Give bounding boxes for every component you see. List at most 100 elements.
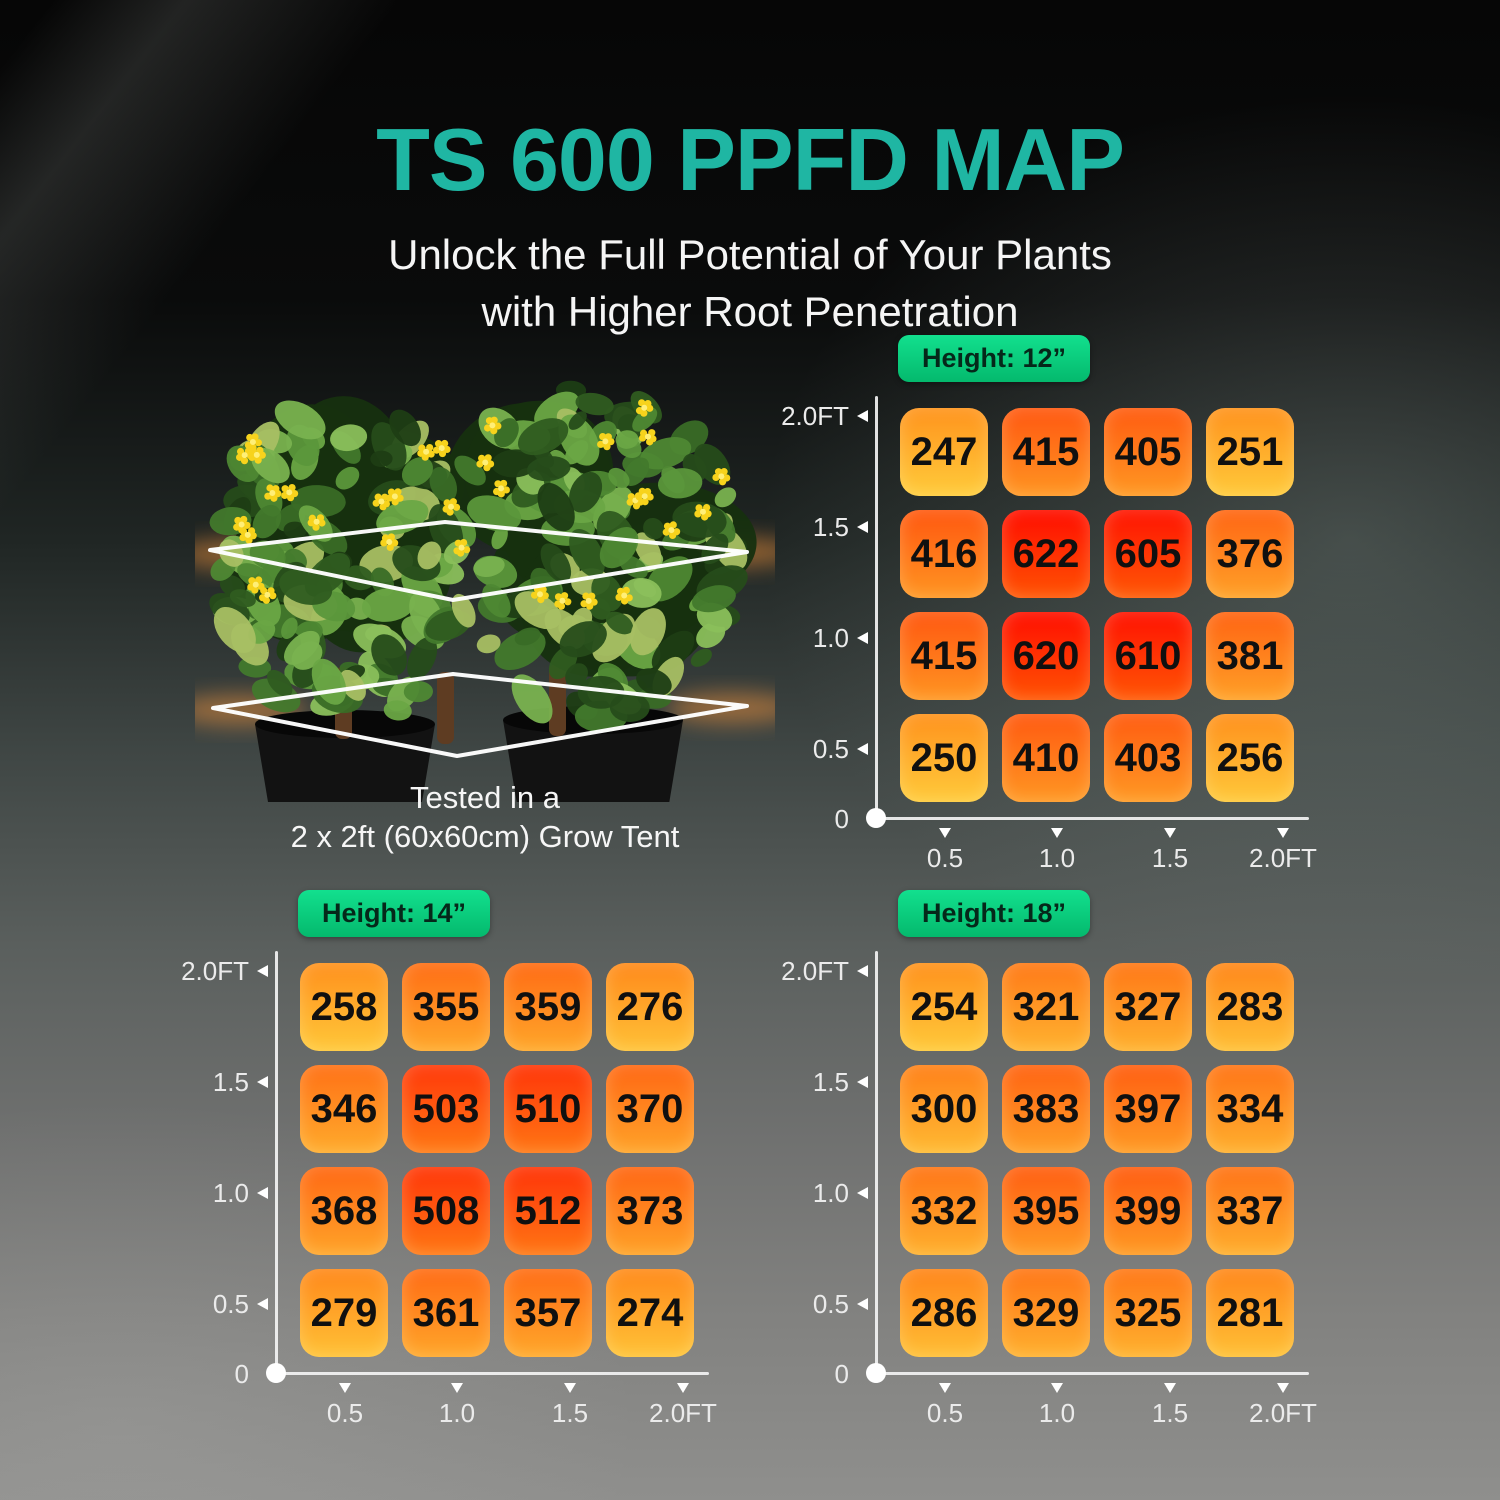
heatmap-cell: 258: [300, 963, 388, 1051]
flower-petal: [233, 523, 241, 531]
flower-center: [668, 527, 675, 534]
flower-petal: [452, 503, 461, 511]
y-tick-label: 2.0FT: [781, 401, 849, 431]
flower-petal: [493, 487, 501, 496]
flower-center: [644, 433, 651, 440]
leaf: [569, 471, 603, 513]
flower-petal: [441, 439, 449, 448]
flower-petal: [449, 498, 457, 506]
flower-petal: [483, 424, 492, 432]
flower-center: [286, 489, 293, 496]
flower-petal: [554, 600, 562, 608]
heatmap-cell: 250: [900, 714, 988, 802]
heatmap-cell: 415: [900, 612, 988, 700]
flower-petal: [643, 488, 652, 496]
leaf: [454, 455, 486, 486]
y-tick-arrow: [257, 1187, 268, 1199]
y-tick-arrow: [857, 1187, 868, 1199]
x-tick-arrow: [1164, 828, 1176, 838]
flower-petal: [632, 502, 641, 510]
flower-center: [536, 591, 543, 598]
leaf: [565, 663, 588, 687]
leaf: [514, 591, 562, 630]
leaf: [371, 634, 407, 676]
flower-petal: [669, 521, 677, 529]
heatmap-cell: 274: [606, 1269, 694, 1357]
flower-petal: [502, 486, 510, 494]
height-badge: Height: 12”: [898, 335, 1091, 382]
heatmap-cell: 512: [504, 1167, 592, 1255]
flower-petal: [564, 598, 572, 606]
flower-petal: [454, 539, 462, 547]
leaf: [237, 563, 273, 590]
leaf: [632, 407, 658, 432]
x-tick-label: 1.5: [1151, 1398, 1189, 1428]
heatmap-cell: 300: [900, 1065, 988, 1153]
leaf: [417, 541, 442, 570]
flower-petal: [588, 592, 596, 600]
leaf: [279, 568, 333, 605]
flower-petal: [256, 446, 264, 454]
flower-petal: [391, 498, 399, 506]
leaf: [476, 634, 501, 654]
leaf: [252, 504, 282, 539]
y-tick-arrow: [857, 743, 868, 755]
heatmap-cell: 334: [1206, 1065, 1294, 1153]
heatmap-cell: 610: [1104, 612, 1192, 700]
flower-petal: [286, 494, 295, 502]
heatmap-cell: 620: [1002, 612, 1090, 700]
flower-petal: [432, 446, 441, 454]
leaf: [559, 621, 607, 658]
y-tick-arrow: [857, 965, 868, 977]
flower-petal: [476, 460, 484, 468]
flower-petal: [281, 491, 289, 500]
figure-caption: Tested in a 2 x 2ft (60x60cm) Grow Tent: [195, 778, 775, 856]
y-tick-label: 1.0: [812, 623, 849, 653]
flower-center: [559, 597, 566, 604]
flower-petal: [254, 439, 262, 447]
height-badge: Height: 18”: [898, 890, 1091, 937]
heatmap-cell: 416: [900, 510, 988, 598]
flower-center: [378, 498, 385, 505]
y-tick-label: 2.0FT: [181, 956, 249, 986]
leaf: [558, 414, 600, 466]
flower-center: [264, 591, 271, 598]
flower-petal: [394, 488, 402, 496]
x-axis-line: [875, 1372, 1309, 1375]
heatmap-cell: 381: [1206, 612, 1294, 700]
x-tick-label: 0.5: [926, 843, 964, 873]
leaf: [267, 669, 293, 697]
flower-petal: [669, 531, 677, 540]
x-tick-arrow: [1051, 828, 1063, 838]
leaf: [383, 700, 412, 721]
heatmap-cell: 405: [1104, 408, 1192, 496]
leaf: [403, 681, 433, 703]
flower-petal: [586, 602, 594, 610]
x-tick-label: 0.5: [326, 1398, 364, 1428]
flower-center: [386, 538, 393, 545]
leaf: [605, 611, 634, 635]
flower-petal: [615, 593, 623, 601]
plant-figure: Tested in a 2 x 2ft (60x60cm) Grow Tent: [195, 372, 775, 872]
figure-caption-line1: Tested in a: [410, 780, 560, 815]
y-tick-label: 0.5: [812, 1289, 849, 1319]
x-tick-label: 2.0FT: [1249, 1398, 1317, 1428]
flower-petal: [635, 407, 644, 415]
heatmap-cell: 403: [1104, 714, 1192, 802]
heatmap-cell: 397: [1104, 1065, 1192, 1153]
heatmap-cell: 279: [300, 1269, 388, 1357]
page-subtitle: Unlock the Full Potential of Your Plants…: [0, 226, 1500, 340]
heatmap-cell: 276: [606, 963, 694, 1051]
y-axis-line: [875, 396, 878, 819]
flower-center: [244, 531, 251, 538]
flower-petal: [490, 427, 498, 435]
leaf: [517, 418, 569, 456]
y-tick-label: 1.0: [212, 1178, 249, 1208]
y-origin-label: 0: [234, 1359, 249, 1389]
flower-petal: [714, 468, 723, 476]
canopy-plane-outline-upper: [208, 520, 749, 602]
figure-caption-line2: 2 x 2ft (60x60cm) Grow Tent: [290, 819, 680, 854]
leaf: [636, 668, 672, 696]
heatmap-cell: 605: [1104, 510, 1192, 598]
flower-center: [718, 473, 725, 480]
